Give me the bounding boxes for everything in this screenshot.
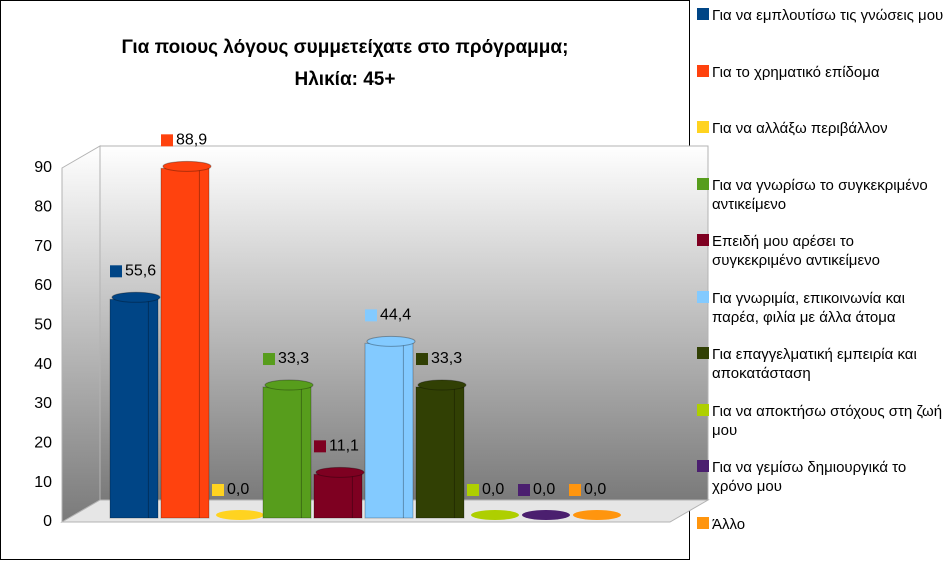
value-label: 44,4 [380, 307, 411, 324]
legend-item: Για το χρηματικό επίδομα [697, 63, 947, 82]
value-label-key [263, 353, 275, 366]
value-label-key [416, 353, 428, 366]
legend-label: Για να αλλάξω περιβάλλον [712, 120, 888, 137]
bar-top [366, 335, 416, 347]
bar [109, 298, 159, 519]
legend-swatch [697, 516, 709, 529]
legend-swatch [697, 234, 709, 246]
bar-top [315, 466, 365, 478]
legend-swatch [697, 460, 709, 472]
bar [160, 167, 210, 519]
legend-item: Για να αποκτήσω στόχους στη ζωή μου [697, 402, 947, 440]
legend-label: Για επαγγελματική εμπειρία και αποκατάστ… [712, 346, 917, 382]
legend-label: Για να εμπλουτίσω τις γνώσεις μου [712, 7, 944, 24]
bar [415, 386, 465, 519]
legend-swatch [697, 121, 709, 133]
chart-title: Για ποιους λόγους συμμετείχατε στο πρόγρ… [122, 37, 569, 58]
bar [573, 510, 621, 520]
value-label-key [518, 484, 530, 496]
y-tick-label: 80 [34, 199, 52, 216]
legend-label: Άλλο [712, 515, 746, 533]
legend-swatch [697, 347, 709, 359]
legend-item: Για να εμπλουτίσω τις γνώσεις μου [697, 6, 947, 25]
bar [522, 510, 570, 520]
legend-item: Για γνωριμία, επικοινωνία και παρέα, φιλ… [697, 289, 947, 327]
y-tick-label: 20 [34, 435, 52, 452]
legend-label: Για γνωριμία, επικοινωνία και παρέα, φιλ… [712, 289, 905, 326]
value-label: 88,9 [176, 132, 207, 149]
value-label: 0,0 [533, 481, 555, 498]
value-label-key [365, 309, 377, 322]
y-tick-label: 50 [34, 317, 52, 334]
legend-item: Για επαγγελματική εμπειρία και αποκατάστ… [697, 345, 947, 383]
value-label: 0,0 [584, 481, 606, 498]
legend-item: Επειδή μου αρέσει το συγκεκριμένο αντικε… [697, 232, 947, 270]
legend-swatch [697, 290, 709, 303]
chart-subtitle: Ηλικία: 45+ [295, 69, 396, 90]
legend-swatch [697, 64, 709, 77]
y-tick-label: 60 [34, 277, 52, 294]
value-label: 0,0 [482, 481, 504, 498]
bar-top [417, 379, 467, 391]
value-label-key [110, 265, 122, 278]
bar [471, 510, 519, 520]
y-tick-label: 70 [34, 238, 52, 255]
bar [262, 386, 312, 519]
legend-label: Για να αποκτήσω στόχους στη ζωή μου [712, 402, 943, 439]
value-label: 11,1 [329, 438, 359, 455]
y-tick-label: 10 [34, 474, 52, 491]
legend-label: Για να γεμίσω δημιουργικά το χρόνο μου [712, 459, 907, 495]
legend-label: Επειδή μου αρέσει το συγκεκριμένο αντικε… [712, 233, 880, 269]
y-tick-label: 40 [34, 356, 52, 373]
legend-swatch [697, 403, 709, 416]
legend-label: Για να γνωρίσω το συγκεκριμένο αντικείμε… [712, 176, 928, 213]
legend-item: Για να αλλάξω περιβάλλον [697, 119, 947, 138]
value-label-key [569, 484, 581, 496]
legend-swatch [697, 177, 709, 190]
legend-swatch [697, 8, 709, 20]
value-label-key [467, 484, 479, 496]
y-tick-label: 0 [43, 513, 52, 530]
legend-label: Για το χρηματικό επίδομα [712, 63, 880, 81]
bar-top [162, 160, 212, 172]
value-label-key [161, 134, 173, 147]
side-wall [61, 145, 101, 523]
y-tick-label: 30 [34, 395, 52, 412]
value-label-key [212, 484, 224, 496]
bar [313, 473, 363, 519]
bar [216, 510, 264, 520]
y-tick-label: 90 [34, 159, 52, 176]
value-label: 0,0 [227, 481, 249, 498]
value-label-key [314, 440, 326, 453]
value-label: 33,3 [278, 350, 309, 367]
bar-top [264, 379, 314, 391]
legend-item: Για να γεμίσω δημιουργικά το χρόνο μου [697, 458, 947, 496]
value-label: 55,6 [125, 263, 156, 280]
legend-item: Άλλο [697, 515, 947, 534]
legend-item: Για να γνωρίσω το συγκεκριμένο αντικείμε… [697, 176, 947, 214]
bar-top [111, 291, 161, 303]
bar [364, 342, 414, 519]
value-label: 33,3 [431, 350, 462, 367]
